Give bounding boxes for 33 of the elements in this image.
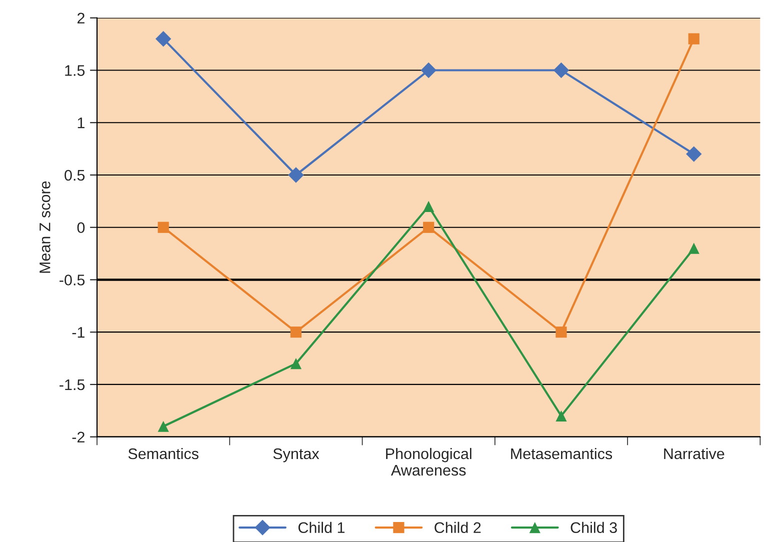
point (556, 326, 567, 338)
x-tick-label: Narrative (664, 448, 724, 460)
y-tick-label: 1.5 (65, 65, 85, 76)
y-tick-label: -2 (72, 432, 84, 442)
point (688, 242, 700, 254)
x-tick-label: Metasemantics (511, 448, 612, 460)
x-tick-label: Semantics (128, 448, 198, 460)
point (423, 222, 434, 233)
y-tick-label: 0 (77, 222, 85, 234)
point (288, 167, 304, 183)
y-tick-label: -1 (72, 327, 84, 338)
y-tick-label: -0.5 (60, 274, 85, 286)
point (155, 30, 172, 47)
legend-label: Child 3 (570, 522, 617, 534)
point (420, 62, 436, 78)
x-tick-label: Phonological Awareness (386, 448, 472, 476)
y-tick-label: 2 (77, 12, 84, 24)
point (158, 222, 169, 233)
y-tick-label: -1.5 (60, 380, 85, 390)
point (423, 200, 434, 212)
y-tick-label: 0.5 (64, 170, 85, 181)
legend-label: Child 2 (434, 522, 481, 534)
point (290, 358, 302, 370)
point (556, 410, 567, 422)
point (688, 33, 700, 44)
point (553, 62, 570, 78)
y-tick-label: 1 (78, 118, 84, 128)
legend-label: Child 1 (298, 522, 344, 534)
y-axis-title: Mean Z score (40, 181, 50, 273)
point (158, 420, 169, 432)
point (290, 326, 302, 338)
point (686, 146, 702, 162)
x-tick-label: Syntax (273, 448, 320, 462)
